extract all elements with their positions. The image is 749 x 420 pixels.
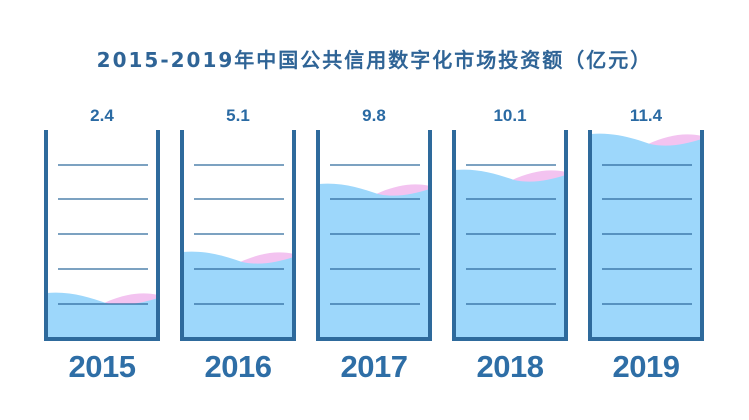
year-label: 2016 bbox=[204, 349, 272, 384]
value-label: 2.4 bbox=[90, 106, 114, 125]
water-fill bbox=[319, 183, 430, 338]
value-label: 9.8 bbox=[362, 106, 386, 125]
year-label: 2015 bbox=[68, 349, 136, 384]
water-fill bbox=[455, 169, 566, 338]
water-fill bbox=[183, 251, 294, 338]
cup-2019: 11.4 2019 bbox=[588, 0, 704, 420]
value-label: 10.1 bbox=[493, 106, 527, 125]
beaker bbox=[588, 130, 704, 341]
beaker-outline bbox=[44, 130, 160, 341]
chart-title: 2015-2019年中国公共信用数字化市场投资额（亿元） bbox=[96, 48, 653, 72]
cup-2016: 5.1 2016 bbox=[180, 0, 296, 420]
beaker-outline bbox=[588, 130, 704, 341]
beaker-outline bbox=[452, 130, 568, 341]
year-label: 2019 bbox=[612, 349, 680, 384]
cup-2017: 9.8 2017 bbox=[316, 0, 432, 420]
beaker-outline bbox=[316, 130, 432, 341]
year-label: 2018 bbox=[476, 349, 544, 384]
value-label: 11.4 bbox=[629, 106, 663, 125]
year-label: 2017 bbox=[340, 349, 408, 384]
beaker bbox=[180, 130, 296, 341]
beaker bbox=[44, 130, 160, 341]
water-fill bbox=[591, 133, 702, 338]
cup-2018: 10.1 2018 bbox=[452, 0, 568, 420]
value-label: 5.1 bbox=[226, 106, 250, 125]
cup-2015: 2.4 2015 bbox=[44, 0, 160, 420]
beaker bbox=[452, 130, 568, 341]
beaker-outline bbox=[180, 130, 296, 341]
beaker bbox=[316, 130, 432, 341]
